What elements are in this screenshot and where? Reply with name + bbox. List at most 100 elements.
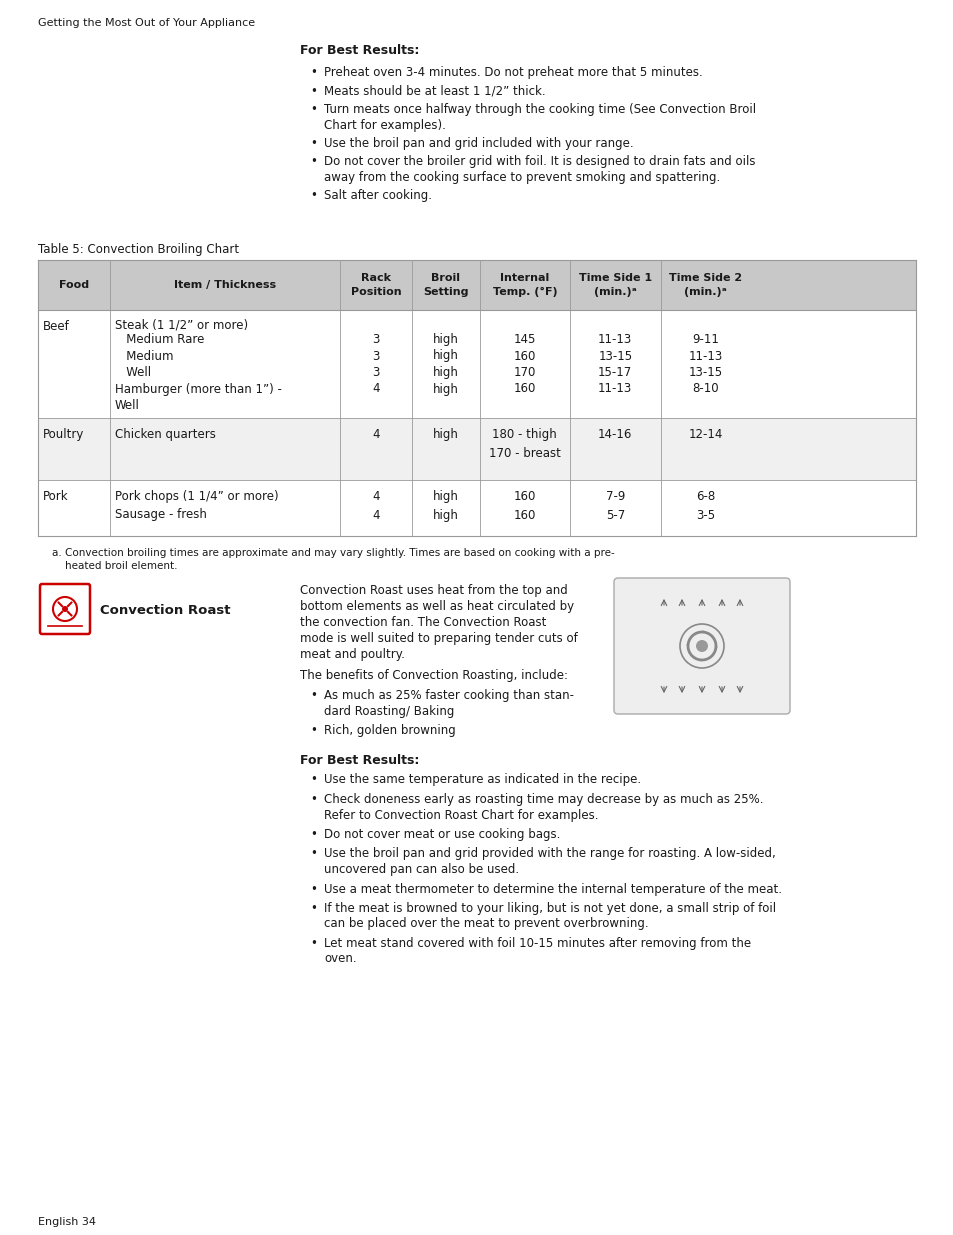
Text: 8-10: 8-10 (692, 383, 719, 395)
Text: Sausage - fresh: Sausage - fresh (115, 508, 207, 521)
Text: •: • (310, 689, 316, 701)
Text: Medium Rare: Medium Rare (115, 333, 204, 346)
Text: •: • (310, 847, 316, 861)
Text: For Best Results:: For Best Results: (299, 44, 419, 57)
Text: 4: 4 (372, 383, 379, 395)
Text: 11-13: 11-13 (688, 350, 722, 363)
Text: Pork chops (1 1/4” or more): Pork chops (1 1/4” or more) (115, 490, 278, 503)
Bar (38, 310, 915, 417)
Text: Preheat oven 3-4 minutes. Do not preheat more that 5 minutes.: Preheat oven 3-4 minutes. Do not preheat… (324, 65, 702, 79)
Text: the convection fan. The Convection Roast: the convection fan. The Convection Roast (299, 616, 546, 629)
Text: Do not cover the broiler grid with foil. It is designed to drain fats and oils: Do not cover the broiler grid with foil.… (324, 156, 755, 168)
Text: oven.: oven. (324, 952, 356, 966)
Text: uncovered pan can also be used.: uncovered pan can also be used. (324, 863, 518, 876)
Text: (min.)ᵃ: (min.)ᵃ (683, 287, 726, 296)
Text: •: • (310, 827, 316, 841)
Text: high: high (433, 509, 458, 522)
Text: 11-13: 11-13 (598, 333, 632, 346)
Text: •: • (310, 724, 316, 737)
Text: 3: 3 (372, 333, 379, 346)
Text: •: • (310, 65, 316, 79)
Text: Use the same temperature as indicated in the recipe.: Use the same temperature as indicated in… (324, 773, 640, 787)
Text: For Best Results:: For Best Results: (299, 753, 419, 767)
Text: Use a meat thermometer to determine the internal temperature of the meat.: Use a meat thermometer to determine the … (324, 883, 781, 895)
Bar (38, 261, 915, 310)
Text: 4: 4 (372, 509, 379, 522)
Text: high: high (433, 366, 458, 379)
Text: •: • (310, 937, 316, 950)
Text: If the meat is browned to your liking, but is not yet done, a small strip of foi: If the meat is browned to your liking, b… (324, 902, 776, 915)
Text: Broil: Broil (431, 273, 460, 283)
Text: •: • (310, 137, 316, 149)
Text: Use the broil pan and grid provided with the range for roasting. A low-sided,: Use the broil pan and grid provided with… (324, 847, 775, 861)
Text: 160: 160 (513, 509, 536, 522)
Text: Beef: Beef (43, 320, 70, 333)
Text: Food: Food (59, 280, 89, 290)
Text: Table 5: Convection Broiling Chart: Table 5: Convection Broiling Chart (38, 243, 239, 256)
Text: 3: 3 (372, 366, 379, 379)
Text: 3: 3 (372, 350, 379, 363)
Text: high: high (433, 350, 458, 363)
Text: Do not cover meat or use cooking bags.: Do not cover meat or use cooking bags. (324, 827, 559, 841)
Text: •: • (310, 902, 316, 915)
Text: 5-7: 5-7 (605, 509, 624, 522)
Text: Temp. (°F): Temp. (°F) (492, 287, 557, 298)
Text: Convection Roast: Convection Roast (100, 604, 231, 616)
Text: Well: Well (115, 366, 151, 379)
Text: 14-16: 14-16 (598, 429, 632, 441)
Text: 145: 145 (513, 333, 536, 346)
Text: Medium: Medium (115, 350, 173, 363)
Text: Pork: Pork (43, 490, 69, 503)
Text: Rich, golden browning: Rich, golden browning (324, 724, 456, 737)
Text: •: • (310, 84, 316, 98)
Text: Internal: Internal (499, 273, 549, 283)
Text: Turn meats once halfway through the cooking time (See Convection Broil: Turn meats once halfway through the cook… (324, 103, 756, 116)
Text: a. Convection broiling times are approximate and may vary slightly. Times are ba: a. Convection broiling times are approxi… (52, 548, 614, 558)
Text: Setting: Setting (422, 287, 468, 296)
Text: (min.)ᵃ: (min.)ᵃ (594, 287, 636, 296)
Text: Convection Roast uses heat from the top and: Convection Roast uses heat from the top … (299, 584, 567, 597)
FancyBboxPatch shape (614, 578, 789, 714)
Text: away from the cooking surface to prevent smoking and spattering.: away from the cooking surface to prevent… (324, 170, 720, 184)
Text: English 34: English 34 (38, 1216, 96, 1228)
Text: 180 - thigh: 180 - thigh (492, 429, 557, 441)
Text: Use the broil pan and grid included with your range.: Use the broil pan and grid included with… (324, 137, 633, 149)
Text: •: • (310, 793, 316, 806)
Text: 160: 160 (513, 383, 536, 395)
Text: Rack: Rack (360, 273, 391, 283)
Text: 7-9: 7-9 (605, 490, 624, 503)
Text: 9-11: 9-11 (692, 333, 719, 346)
Text: Item / Thickness: Item / Thickness (173, 280, 275, 290)
Text: mode is well suited to preparing tender cuts of: mode is well suited to preparing tender … (299, 632, 578, 645)
Text: 170: 170 (513, 366, 536, 379)
Text: Check doneness early as roasting time may decrease by as much as 25%.: Check doneness early as roasting time ma… (324, 793, 762, 806)
Text: Time Side 1: Time Side 1 (578, 273, 651, 283)
Text: •: • (310, 103, 316, 116)
Text: 160: 160 (513, 350, 536, 363)
Text: 4: 4 (372, 429, 379, 441)
Text: As much as 25% faster cooking than stan-: As much as 25% faster cooking than stan- (324, 689, 574, 701)
Text: 11-13: 11-13 (598, 383, 632, 395)
Text: •: • (310, 883, 316, 895)
Text: Hamburger (more than 1”) -: Hamburger (more than 1”) - (115, 383, 281, 395)
Text: 170 - breast: 170 - breast (488, 447, 560, 459)
Text: Time Side 2: Time Side 2 (668, 273, 741, 283)
Text: Refer to Convection Roast Chart for examples.: Refer to Convection Roast Chart for exam… (324, 809, 598, 821)
Text: high: high (433, 490, 458, 503)
Text: Let meat stand covered with foil 10-15 minutes after removing from the: Let meat stand covered with foil 10-15 m… (324, 937, 750, 950)
Text: Meats should be at least 1 1/2” thick.: Meats should be at least 1 1/2” thick. (324, 84, 545, 98)
Text: The benefits of Convection Roasting, include:: The benefits of Convection Roasting, inc… (299, 669, 567, 682)
Text: high: high (433, 383, 458, 395)
Text: meat and poultry.: meat and poultry. (299, 648, 404, 661)
Circle shape (696, 640, 707, 652)
Text: dard Roasting/ Baking: dard Roasting/ Baking (324, 704, 454, 718)
Text: 13-15: 13-15 (688, 366, 722, 379)
Text: 3-5: 3-5 (696, 509, 715, 522)
Text: Chicken quarters: Chicken quarters (115, 429, 215, 441)
Bar (38, 417, 915, 480)
Text: Salt after cooking.: Salt after cooking. (324, 189, 432, 203)
Text: 15-17: 15-17 (598, 366, 632, 379)
Text: can be placed over the meat to prevent overbrowning.: can be placed over the meat to prevent o… (324, 918, 648, 930)
Text: Well: Well (115, 399, 140, 412)
Text: bottom elements as well as heat circulated by: bottom elements as well as heat circulat… (299, 600, 574, 613)
